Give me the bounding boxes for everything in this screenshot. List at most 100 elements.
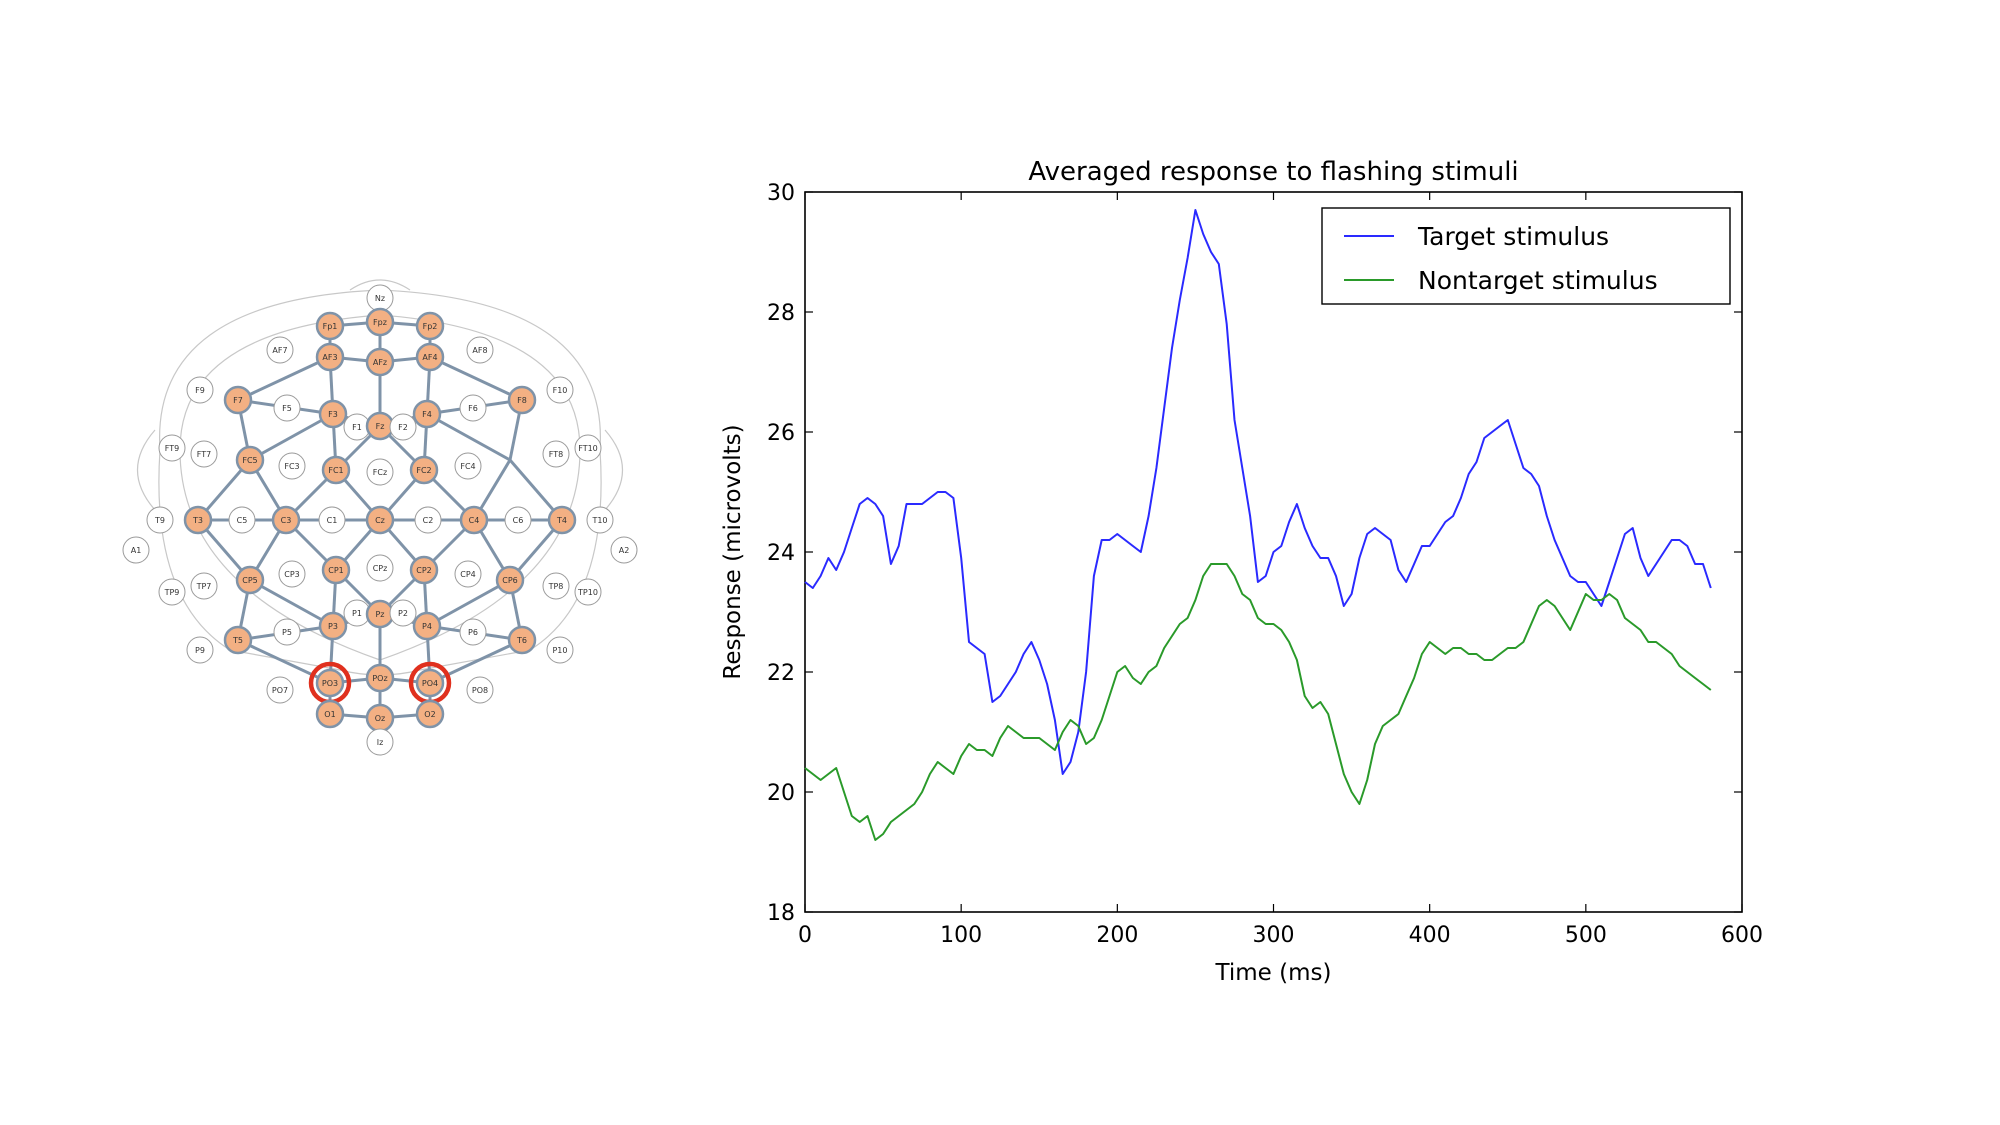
electrode-marker bbox=[273, 618, 301, 646]
electrode-cp1: CP1 bbox=[321, 555, 351, 585]
electrode-marker bbox=[546, 636, 574, 664]
electrode-t4: T4 bbox=[547, 505, 577, 535]
electrode-cp4: CP4 bbox=[454, 560, 482, 588]
electrode-marker bbox=[586, 506, 614, 534]
electrode-label: C4 bbox=[469, 516, 480, 525]
electrode-label: POz bbox=[372, 674, 387, 683]
electrode-c2: C2 bbox=[414, 506, 442, 534]
electrode-tp10: TP10 bbox=[574, 578, 602, 606]
electrode-marker bbox=[315, 311, 345, 341]
electrode-label: PO7 bbox=[272, 686, 288, 695]
right-ear bbox=[604, 429, 624, 511]
electrode-f5: F5 bbox=[273, 394, 301, 422]
y-tick-label: 18 bbox=[767, 901, 795, 926]
electrode-marker bbox=[365, 307, 395, 337]
electrode-cp3: CP3 bbox=[278, 560, 306, 588]
electrode-ft10: FT10 bbox=[574, 434, 602, 462]
electrode-label: F2 bbox=[398, 423, 408, 432]
electrode-marker bbox=[507, 625, 537, 655]
electrode-label: C5 bbox=[237, 516, 248, 525]
electrode-label: F5 bbox=[282, 404, 292, 413]
electrode-label: F7 bbox=[233, 396, 243, 405]
electrode-marker bbox=[415, 342, 445, 372]
electrode-label: T3 bbox=[192, 516, 203, 525]
electrode-po8: PO8 bbox=[466, 676, 494, 704]
electrode-label: T9 bbox=[154, 516, 165, 525]
electrode-c5: C5 bbox=[228, 506, 256, 534]
electrode-po3: PO3 bbox=[308, 661, 352, 705]
electrode-po4: PO4 bbox=[408, 661, 452, 705]
electrode-label: FT8 bbox=[549, 450, 563, 459]
y-tick-label: 24 bbox=[767, 541, 795, 566]
network-edge bbox=[237, 638, 331, 685]
electrode-fc3: FC3 bbox=[278, 452, 306, 480]
electrode-marker bbox=[495, 565, 525, 595]
electrode-fpz: Fpz bbox=[365, 307, 395, 337]
electrode-af8: AF8 bbox=[466, 336, 494, 364]
electrode-label: PO4 bbox=[422, 679, 438, 688]
electrode-marker bbox=[574, 578, 602, 606]
electrode-label: F8 bbox=[517, 396, 527, 405]
electrode-label: FC5 bbox=[242, 456, 257, 465]
electrode-ft9: FT9 bbox=[158, 434, 186, 462]
electrode-tp8: TP8 bbox=[542, 572, 570, 600]
electrode-marker bbox=[318, 399, 348, 429]
legend-label: Target stimulus bbox=[1417, 222, 1609, 251]
electrode-t10: T10 bbox=[586, 506, 614, 534]
electrode-label: TP9 bbox=[164, 588, 180, 597]
left-ear bbox=[136, 429, 156, 511]
electrode-o1: O1 bbox=[315, 699, 345, 729]
electrode-label: PO8 bbox=[472, 686, 488, 695]
electrode-label: Iz bbox=[377, 738, 384, 747]
electrode-marker bbox=[459, 394, 487, 422]
electrode-p3: P3 bbox=[318, 611, 348, 641]
electrode-cp6: CP6 bbox=[495, 565, 525, 595]
y-tick-label: 26 bbox=[767, 421, 795, 446]
y-tick-label: 20 bbox=[767, 781, 795, 806]
electrode-marker bbox=[459, 505, 489, 535]
y-tick-label: 30 bbox=[767, 181, 795, 206]
electrode-marker bbox=[186, 376, 214, 404]
electrode-label: AFz bbox=[373, 358, 387, 367]
series-layer bbox=[804, 209, 1712, 841]
chart-title: Averaged response to flashing stimuli bbox=[1028, 157, 1518, 187]
electrode-marker bbox=[454, 560, 482, 588]
electrode-label: T10 bbox=[591, 516, 607, 525]
electrode-marker bbox=[235, 445, 265, 475]
electrode-label: AF7 bbox=[272, 346, 287, 355]
electrode-p6: P6 bbox=[459, 618, 487, 646]
electrode-marker bbox=[366, 554, 394, 582]
electrode-marker bbox=[454, 452, 482, 480]
electrode-o2: O2 bbox=[415, 699, 445, 729]
electrode-label: O2 bbox=[424, 710, 435, 719]
electrode-marker bbox=[223, 625, 253, 655]
x-tick-label: 300 bbox=[1253, 923, 1295, 948]
electrode-label: C6 bbox=[513, 516, 524, 525]
electrode-label: FC4 bbox=[460, 462, 475, 471]
electrode-c4: C4 bbox=[459, 505, 489, 535]
electrode-marker bbox=[507, 385, 537, 415]
electrode-marker bbox=[365, 505, 395, 535]
electrode-label: TP7 bbox=[196, 582, 212, 591]
electrode-fp1: Fp1 bbox=[315, 311, 345, 341]
electrode-fc4: FC4 bbox=[454, 452, 482, 480]
electrode-label: AF3 bbox=[322, 353, 337, 362]
electrode-marker bbox=[315, 342, 345, 372]
electrode-marker bbox=[235, 565, 265, 595]
electrode-marker bbox=[412, 399, 442, 429]
electrode-label: P9 bbox=[195, 646, 205, 655]
electrode-f6: F6 bbox=[459, 394, 487, 422]
electrode-marker bbox=[365, 347, 395, 377]
electrode-marker bbox=[318, 506, 346, 534]
electrode-t3: T3 bbox=[183, 505, 213, 535]
electrode-marker bbox=[278, 560, 306, 588]
electrode-marker bbox=[366, 728, 394, 756]
electrode-marker bbox=[266, 336, 294, 364]
electrode-marker bbox=[412, 611, 442, 641]
electrode-marker bbox=[610, 536, 638, 564]
electrode-marker bbox=[504, 506, 532, 534]
x-tick-label: 500 bbox=[1565, 923, 1607, 948]
electrode-label: AF4 bbox=[422, 353, 437, 362]
electrode-marker bbox=[190, 440, 218, 468]
electrode-label: FT9 bbox=[165, 444, 179, 453]
